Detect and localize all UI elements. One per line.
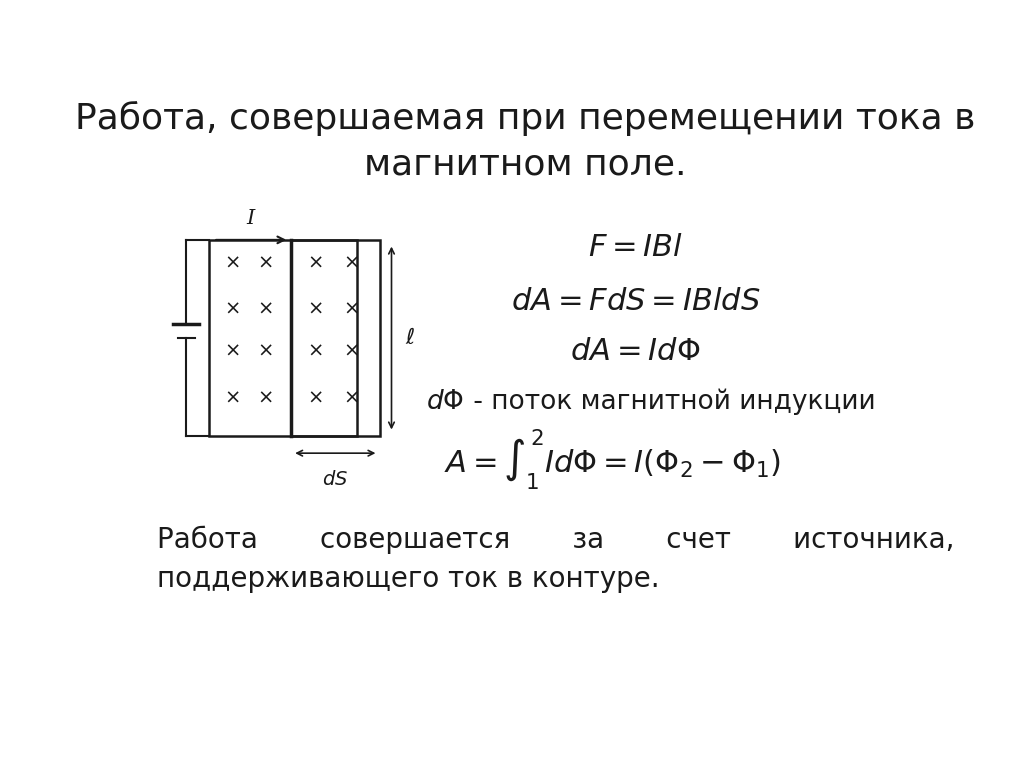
Text: ×: × <box>224 388 241 407</box>
Text: - поток магнитной индукции: - поток магнитной индукции <box>465 388 876 415</box>
Text: ×: × <box>258 300 274 318</box>
Text: ×: × <box>224 253 241 272</box>
Text: ×: × <box>224 300 241 318</box>
Text: ×: × <box>258 342 274 361</box>
Text: ×: × <box>343 342 359 361</box>
Text: $dA = FdS = IBldS$: $dA = FdS = IBldS$ <box>511 287 761 316</box>
Text: $A = \int_{1}^{2} Id\Phi = I(\Phi_2 - \Phi_1)$: $A = \int_{1}^{2} Id\Phi = I(\Phi_2 - \P… <box>443 427 781 492</box>
Text: $\ell$: $\ell$ <box>406 328 416 348</box>
Text: поддерживающего ток в контуре.: поддерживающего ток в контуре. <box>158 565 660 593</box>
Text: ×: × <box>343 300 359 318</box>
Text: $dA = Id\Phi$: $dA = Id\Phi$ <box>570 337 700 366</box>
Text: ×: × <box>307 253 324 272</box>
Text: магнитном поле.: магнитном поле. <box>364 147 686 182</box>
Text: ×: × <box>307 300 324 318</box>
Bar <box>209 240 380 436</box>
Text: ×: × <box>258 253 274 272</box>
Text: ×: × <box>258 388 274 407</box>
Text: ×: × <box>343 253 359 272</box>
Text: ×: × <box>307 342 324 361</box>
Text: $dS$: $dS$ <box>323 470 348 489</box>
Text: ×: × <box>224 342 241 361</box>
Text: ×: × <box>343 388 359 407</box>
Text: ×: × <box>307 388 324 407</box>
Bar <box>209 240 356 436</box>
Bar <box>291 240 380 436</box>
Text: I: I <box>246 209 254 228</box>
Text: $F = IBl$: $F = IBl$ <box>588 233 683 262</box>
Text: Работа       совершается       за       счет       источника,: Работа совершается за счет источника, <box>158 526 955 555</box>
Text: Работа, совершаемая при перемещении тока в: Работа, совершаемая при перемещении тока… <box>75 101 975 137</box>
Text: $d\Phi$: $d\Phi$ <box>426 389 464 415</box>
